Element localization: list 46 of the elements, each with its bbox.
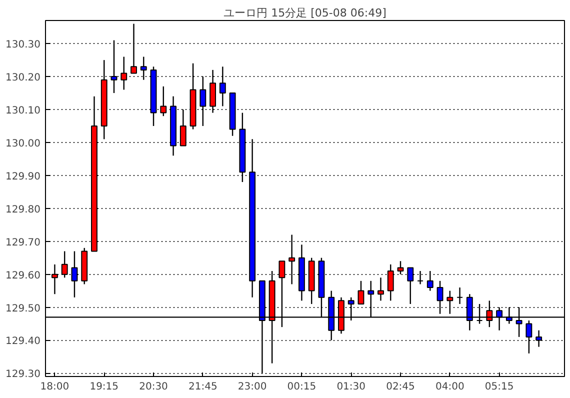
x-tick-label: 00:15	[287, 382, 316, 392]
chart-title: ユーロ円 15分足 [05-08 06:49]	[224, 6, 386, 20]
candlestick	[180, 108, 186, 146]
x-tick-label: 01:30	[336, 382, 366, 392]
candlestick	[130, 23, 137, 74]
candlestick	[387, 264, 394, 302]
candlestick	[446, 290, 454, 314]
y-tick-label: 130.00	[6, 138, 41, 150]
candlestick	[526, 320, 532, 354]
y-tick-label: 130.30	[6, 40, 41, 51]
candlestick	[436, 280, 444, 314]
y-tick-label: 129.40	[6, 336, 41, 348]
x-tick-label: 20:30	[139, 382, 168, 392]
candlestick	[378, 277, 384, 302]
candlestick	[160, 86, 167, 117]
candlestick	[140, 56, 147, 80]
candlestick	[536, 330, 542, 348]
candlestick	[219, 66, 226, 107]
y-tick-label: 129.50	[6, 303, 41, 314]
y-tick-label: 129.30	[6, 369, 41, 380]
x-tick-label: 02:45	[386, 382, 415, 392]
x-tick-label: 05:15	[484, 382, 514, 392]
candlestick	[288, 234, 296, 285]
x-tick-label: 23:00	[238, 382, 267, 392]
x-tick-label: 04:00	[435, 382, 464, 392]
candlestick	[397, 260, 404, 275]
y-tick-label: 129.70	[6, 237, 41, 248]
y-tick-label: 129.90	[6, 171, 41, 182]
y-tick-label: 130.10	[6, 106, 41, 116]
y-tick-label: 130.20	[6, 72, 41, 84]
candlestick	[52, 264, 58, 295]
candlestick	[210, 69, 216, 114]
candlestick	[358, 280, 364, 305]
candlestick	[61, 250, 68, 278]
candlestick	[120, 56, 128, 90]
candlestick	[426, 270, 434, 292]
y-tick-label: 129.60	[6, 270, 41, 282]
candlestick	[200, 76, 206, 127]
candlestick	[407, 267, 414, 305]
candlestick	[456, 286, 463, 305]
candlestick	[71, 250, 78, 298]
candlestick	[417, 270, 424, 285]
y-tick-label: 129.80	[6, 204, 41, 216]
x-tick-label: 21:45	[188, 382, 218, 392]
x-tick-label: 19:15	[90, 382, 119, 392]
x-tick-label: 18:00	[40, 382, 70, 392]
